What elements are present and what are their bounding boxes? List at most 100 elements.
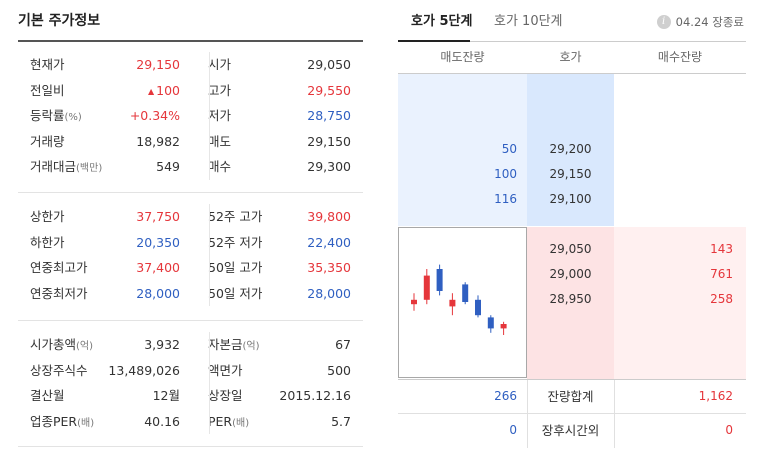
info-row: 결산월 12월 상장일 2015.12.16 xyxy=(18,383,363,409)
field-label: 현재가 xyxy=(30,57,65,72)
ask-level-row[interactable]: 100 29,150 xyxy=(398,162,746,187)
info-row: 하한가 20,350 52주 저가 22,400 xyxy=(18,230,363,256)
info-row: 상한가 37,750 52주 고가 39,800 xyxy=(18,204,363,230)
market-status: i 04.24 장종료 xyxy=(656,11,744,33)
after-hours-ask-qty: 0 xyxy=(509,423,517,437)
candle-body xyxy=(449,299,456,307)
field-value: 2015.12.16 xyxy=(279,388,351,403)
bottom-divider xyxy=(18,446,363,447)
ask-level-row[interactable]: 50 29,200 xyxy=(398,137,746,162)
range-section: 상한가 37,750 52주 고가 39,800 하한가 20,350 52주 저가 22,4… xyxy=(18,204,363,306)
price-section: 현재가 29,150 시가 29,050 전일비 ▲ 100 고가 29,550 등락률(%) +0… xyxy=(18,52,363,180)
field-label: 자본금(억) xyxy=(208,337,260,352)
field-label: 상장주식수 xyxy=(30,362,88,378)
bid-level-row[interactable]: 28,950 258 xyxy=(398,287,746,312)
column-divider xyxy=(209,52,210,180)
after-hours-row: 0 장후시간외 0 xyxy=(398,414,746,447)
total-label: 잔량합계 xyxy=(547,389,594,404)
bid-level-row[interactable]: 29,000 761 xyxy=(398,262,746,287)
field-label: 고가 xyxy=(208,82,232,98)
status-text: 장종료 xyxy=(712,15,744,29)
field-value: 29,150 xyxy=(136,57,180,72)
field-value: 29,150 xyxy=(307,133,351,149)
tabs-divider xyxy=(398,41,746,42)
candle-body xyxy=(411,299,417,305)
field-label: 50일 저가 xyxy=(208,285,263,301)
footer-divider xyxy=(614,380,615,448)
header-ask-qty: 매도잔량 xyxy=(440,50,485,64)
after-hours-bid-qty: 0 xyxy=(725,423,733,437)
field-value: 29,300 xyxy=(307,159,351,174)
field-label: 시가총액(억) xyxy=(30,337,94,352)
field-label: PER(배) xyxy=(208,413,250,429)
candle-body xyxy=(423,275,430,300)
info-row: 현재가 29,150 시가 29,050 xyxy=(18,52,363,78)
ask-price: 29,200 xyxy=(549,142,592,156)
bid-price: 29,000 xyxy=(549,267,592,281)
field-label: 등락률(%) xyxy=(30,108,82,123)
up-arrow-icon: ▲ xyxy=(147,86,155,96)
field-value: 29,550 xyxy=(307,82,351,98)
ask-price-area xyxy=(527,74,614,226)
field-label: 하한가 xyxy=(30,234,65,250)
field-label: 거래대금(백만) xyxy=(30,159,103,174)
section-divider xyxy=(18,320,363,321)
field-label: 매수 xyxy=(208,159,232,174)
basic-stock-info-panel: 기본 주가정보 현재가 29,150 시가 29,050 전일비 ▲ 100 고가 29,550… xyxy=(18,0,363,452)
field-value: 500 xyxy=(327,362,351,378)
footer-divider xyxy=(527,380,528,448)
field-value: 20,350 xyxy=(136,234,180,250)
ask-qty: 100 xyxy=(494,167,517,181)
field-label: 상한가 xyxy=(30,209,65,224)
title-divider xyxy=(18,40,363,42)
after-hours-label: 장후시간외 xyxy=(541,423,600,438)
field-value: 3,932 xyxy=(144,337,180,352)
column-divider xyxy=(209,332,210,434)
field-value: 37,400 xyxy=(136,260,180,275)
orderbook-bottom-divider xyxy=(398,379,746,380)
field-value: +0.34% xyxy=(129,108,180,123)
field-value: ▲ 100 xyxy=(147,82,180,98)
bid-price: 29,050 xyxy=(549,242,592,256)
info-icon[interactable]: i xyxy=(656,14,671,29)
bid-level-row[interactable]: 29,050 143 xyxy=(398,237,746,262)
field-value: 18,982 xyxy=(136,133,180,149)
bid-qty-area xyxy=(614,227,746,379)
field-label: 저가 xyxy=(208,108,232,123)
info-row: 연중최고가 37,400 50일 고가 35,350 xyxy=(18,255,363,281)
ask-qty-area xyxy=(398,74,527,226)
field-label: 52주 고가 xyxy=(208,209,263,224)
total-bid-qty: 1,162 xyxy=(698,389,733,403)
field-value: 40.16 xyxy=(144,413,180,429)
field-label: 결산월 xyxy=(30,388,65,403)
info-row: 시가총액(억) 3,932 자본금(억) 67 xyxy=(18,332,363,358)
mini-candlestick-chart xyxy=(398,227,527,378)
info-row: 전일비 ▲ 100 고가 29,550 xyxy=(18,78,363,104)
orderbook-tabs: 호가 5단계 호가 10단계 i 04.24 장종료 xyxy=(398,0,746,42)
field-value: 13,489,026 xyxy=(108,362,180,378)
info-row: 등락률(%) +0.34% 저가 28,750 xyxy=(18,103,363,129)
orderbook-panel: 호가 5단계 호가 10단계 i 04.24 장종료 매도잔량 호가 매수잔량 5… xyxy=(398,0,746,452)
info-row: 업종PER(배) 40.16 PER(배) 5.7 xyxy=(18,409,363,435)
field-label: 50일 고가 xyxy=(208,260,263,275)
field-label: 시가 xyxy=(208,57,232,72)
candle-body xyxy=(436,269,443,291)
field-label: 업종PER(배) xyxy=(30,413,95,429)
candlestick-svg xyxy=(411,264,507,335)
field-value: 28,750 xyxy=(307,108,351,123)
status-date: 04.24 xyxy=(675,15,709,29)
total-ask-qty: 266 xyxy=(494,389,517,403)
field-value: 37,750 xyxy=(136,209,180,224)
basic-info-title: 기본 주가정보 xyxy=(18,13,101,29)
field-value: 67 xyxy=(335,337,351,352)
bid-qty: 761 xyxy=(710,267,733,281)
tab-10-levels[interactable]: 호가 10단계 xyxy=(494,14,563,29)
tab-5-levels[interactable]: 호가 5단계 xyxy=(411,14,473,29)
ask-level-row[interactable]: 116 29,100 xyxy=(398,187,746,212)
field-value: 29,050 xyxy=(307,57,351,72)
field-value: 12월 xyxy=(152,388,180,403)
info-row: 거래량 18,982 매도 29,150 xyxy=(18,129,363,155)
bid-price: 28,950 xyxy=(549,292,592,306)
field-label: 액면가 xyxy=(208,362,243,378)
candle-body xyxy=(462,284,469,302)
